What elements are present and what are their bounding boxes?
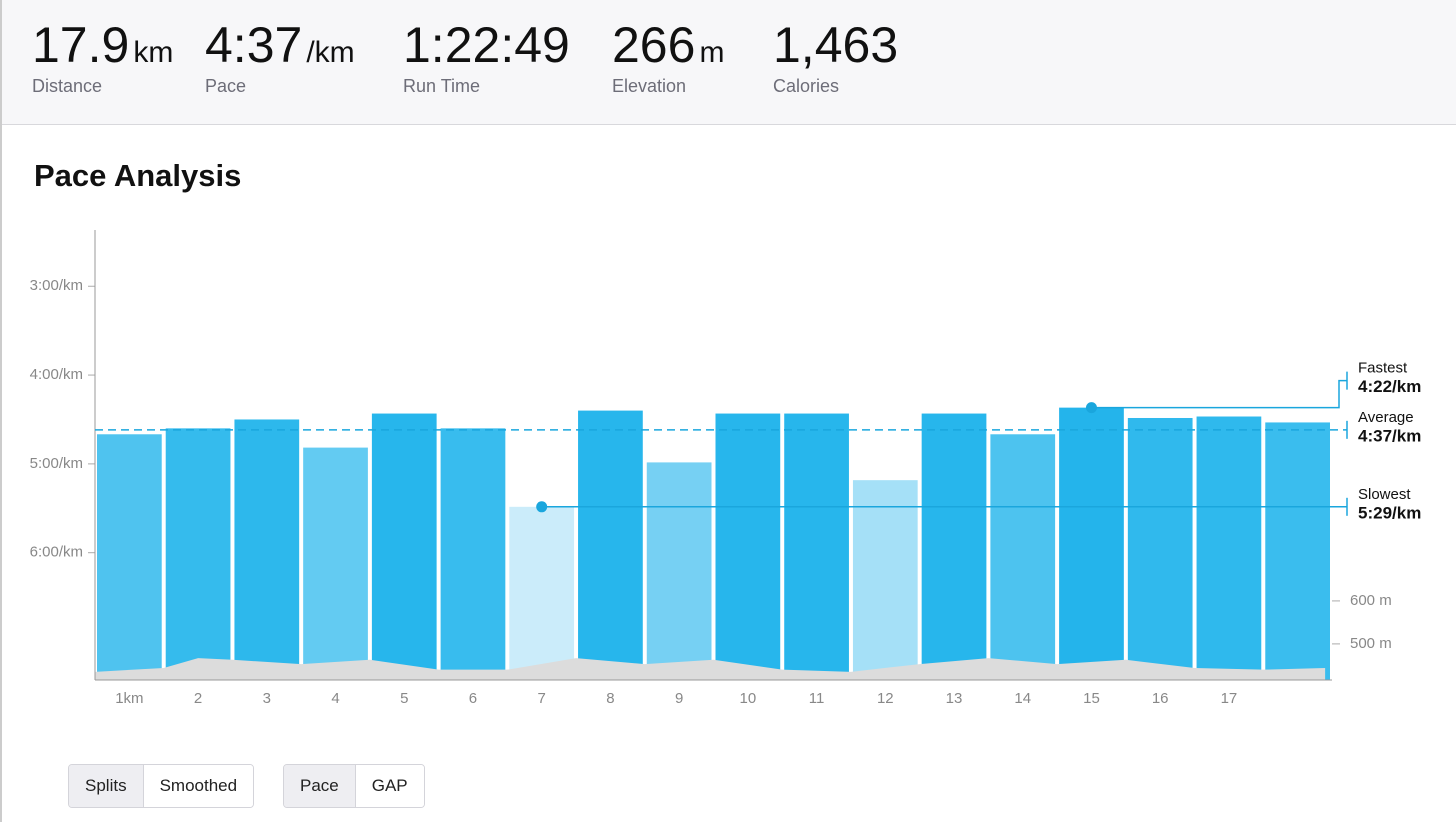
bar	[921, 413, 987, 680]
x-tick-label: 3	[263, 690, 271, 707]
x-tick-label: 15	[1083, 690, 1100, 707]
x-tick-label: 17	[1221, 690, 1238, 707]
stat-unit: km	[133, 36, 174, 69]
annotation-label: Slowest	[1358, 486, 1411, 503]
stat-row: 266 m	[612, 16, 724, 74]
elevation-area	[95, 658, 1326, 680]
stats-bar: 17.9 km Distance 4:37/km Pace 1:22:49 Run Time…	[2, 0, 1456, 125]
stat-row: 1:22:49	[403, 16, 570, 74]
x-tick-label: 5	[400, 690, 408, 707]
bar	[1059, 407, 1124, 680]
stat-label: Elevation	[612, 76, 687, 96]
stat-unit: m	[699, 36, 725, 69]
leader-line	[1091, 379, 1347, 409]
bar	[646, 462, 712, 680]
y-tick-label: 3:00/km	[30, 277, 83, 294]
x-tick-label: 1km	[115, 690, 143, 707]
button-group: Splits Smoothed	[68, 764, 255, 808]
bar	[990, 434, 1056, 680]
toggle-button[interactable]: GAP	[355, 765, 424, 807]
bar	[1265, 422, 1330, 680]
x-tick-label: 6	[469, 690, 477, 707]
stat-value: 1,463	[773, 17, 899, 73]
stat-label: Calories	[773, 76, 840, 96]
x-tick-label: 14	[1014, 690, 1031, 707]
stat-unit: /km	[306, 36, 355, 69]
x-tick-label: 13	[946, 690, 963, 707]
toggle-button[interactable]: Splits	[69, 765, 144, 807]
x-tick-label: 10	[740, 690, 757, 707]
annotation-value: 5:29/km	[1358, 503, 1421, 522]
bar	[97, 434, 162, 680]
bar	[509, 506, 575, 680]
bar	[784, 413, 849, 680]
x-tick-label: 11	[809, 690, 825, 707]
y-tick-label: 4:00/km	[30, 366, 83, 383]
stat: 1,463 Calories	[773, 16, 898, 97]
bar	[1127, 417, 1193, 680]
x-tick-label: 12	[877, 690, 894, 707]
stat-value: 17.9	[32, 17, 130, 73]
y2-tick-label: 500 m	[1350, 635, 1392, 652]
y-tick-label: 5:00/km	[30, 455, 83, 472]
bar	[715, 413, 781, 680]
stat-value: 266	[612, 17, 696, 73]
x-tick-label: 2	[194, 690, 202, 707]
annotation-value: 4:22/km	[1358, 377, 1421, 396]
stat: 266 m Elevation	[612, 16, 724, 97]
annotation-label: Fastest	[1358, 360, 1408, 377]
bar	[1196, 416, 1262, 680]
stat: 4:37/km Pace	[205, 16, 355, 97]
bar	[303, 447, 368, 680]
toggle-button[interactable]: Smoothed	[143, 765, 254, 807]
stat-label: Pace	[205, 76, 247, 96]
toggle-button[interactable]: Pace	[284, 765, 356, 807]
stat-row: 1,463	[773, 16, 898, 74]
marker-dot	[1085, 402, 1097, 414]
bar	[852, 480, 918, 680]
stat: 17.9 km Distance	[32, 16, 173, 97]
bar	[234, 419, 300, 680]
button-group: Pace GAP	[283, 764, 425, 808]
stat-value: 1:22:49	[403, 17, 570, 73]
y2-tick-label: 600 m	[1350, 592, 1392, 609]
bar	[371, 413, 437, 680]
bar	[165, 428, 231, 680]
annotation-value: 4:37/km	[1358, 426, 1421, 445]
section-title: Pace Analysis	[34, 158, 242, 193]
marker-dot	[536, 501, 548, 513]
x-tick-label: 8	[606, 690, 614, 707]
stat-label: Run Time	[403, 76, 481, 96]
annotation-label: Average	[1358, 409, 1414, 426]
x-tick-label: 16	[1152, 690, 1169, 707]
stat-value: 4:37	[205, 17, 303, 73]
x-tick-label: 4	[331, 690, 339, 707]
x-tick-label: 9	[675, 690, 683, 707]
y-tick-label: 6:00/km	[30, 544, 83, 561]
bar	[440, 428, 506, 680]
stat-row: 4:37/km	[205, 16, 355, 74]
bar	[578, 410, 643, 680]
stat-row: 17.9 km	[32, 16, 173, 74]
stat: 1:22:49 Run Time	[403, 16, 570, 97]
x-tick-label: 7	[538, 690, 546, 707]
stat-label: Distance	[32, 76, 103, 96]
